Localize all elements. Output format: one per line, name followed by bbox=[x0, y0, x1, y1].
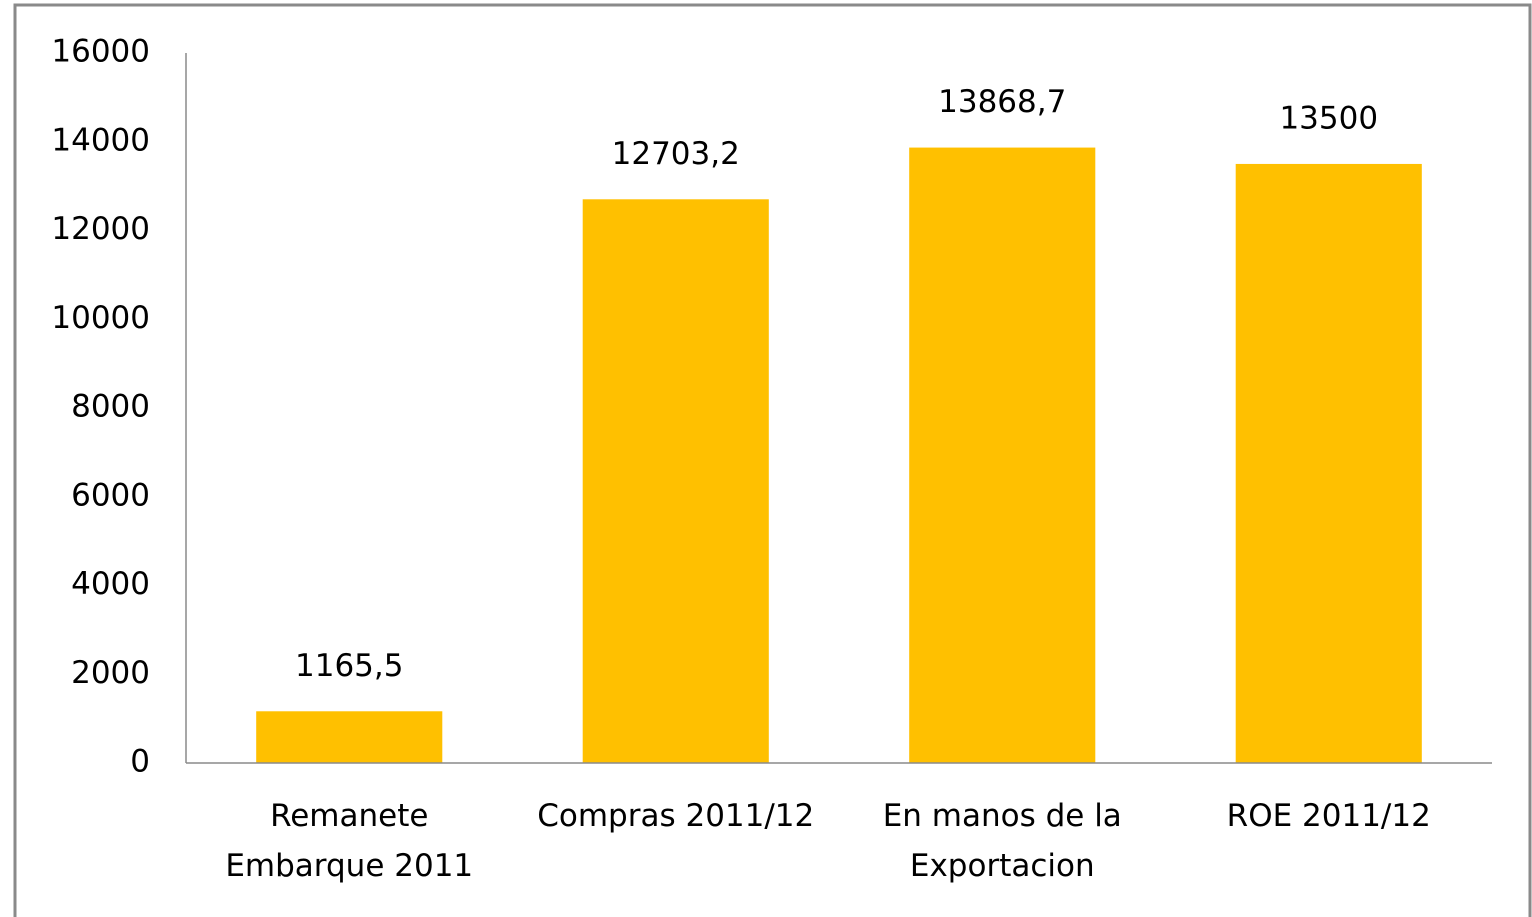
bar bbox=[1235, 163, 1422, 763]
x-tick-line: Embarque 2011 bbox=[225, 848, 473, 884]
y-tick-label: 12000 bbox=[51, 211, 150, 247]
y-tick-label: 14000 bbox=[51, 122, 150, 158]
x-tick-line: En manos de la bbox=[883, 798, 1122, 834]
x-tick-line: Remanete bbox=[270, 798, 428, 834]
y-tick-label: 0 bbox=[130, 744, 150, 780]
x-tick-label: ROE 2011/12 bbox=[1227, 798, 1431, 834]
value-label: 1165,5 bbox=[295, 648, 403, 684]
x-tick-line: Compras 2011/12 bbox=[537, 798, 814, 834]
value-label: 12703,2 bbox=[612, 136, 740, 172]
y-tick-label: 6000 bbox=[71, 477, 150, 513]
y-tick-label: 4000 bbox=[71, 566, 150, 602]
x-tick-label: En manos de la Exportacion bbox=[883, 798, 1122, 884]
y-tick-label: 2000 bbox=[71, 655, 150, 691]
x-tick-line: Exportacion bbox=[910, 848, 1095, 884]
y-tick-label: 16000 bbox=[51, 34, 150, 70]
bar bbox=[909, 147, 1096, 764]
frame bbox=[13, 3, 1532, 917]
y-tick-label: 8000 bbox=[71, 389, 150, 425]
value-label: 13868,7 bbox=[938, 84, 1066, 120]
x-tick-label: Compras 2011/12 bbox=[537, 798, 814, 834]
bar bbox=[256, 711, 443, 763]
value-label: 13500 bbox=[1279, 100, 1378, 136]
x-tick-label: Remanete Embarque 2011 bbox=[225, 798, 473, 884]
y-tick-label: 10000 bbox=[51, 300, 150, 336]
bar bbox=[582, 199, 769, 763]
x-tick-line: ROE 2011/12 bbox=[1227, 798, 1431, 834]
